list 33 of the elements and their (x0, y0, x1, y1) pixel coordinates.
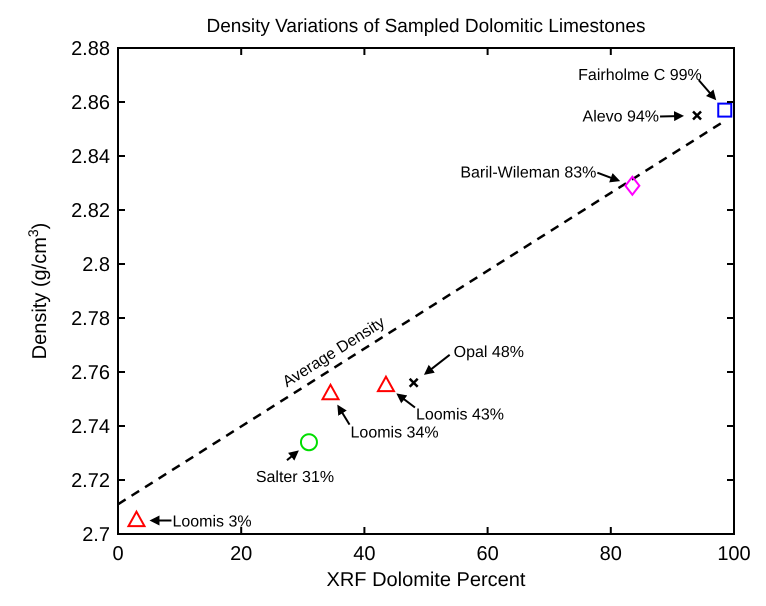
annotation: Opal 48% (454, 344, 524, 361)
y-tick-label: 2.72 (71, 470, 110, 492)
x-tick-label: 80 (600, 543, 622, 565)
x-tick-label: 20 (230, 543, 252, 565)
annotation: Fairholme C 99% (578, 67, 702, 84)
x-axis-title: XRF Dolomite Percent (326, 569, 526, 591)
y-tick-label: 2.78 (71, 308, 110, 330)
point (300, 433, 318, 452)
x-tick-label: 100 (717, 543, 751, 565)
y-tick-label: 2.7 (82, 524, 110, 546)
y-tick-label: 2.8 (82, 254, 110, 276)
x-tick-label: 60 (476, 543, 499, 565)
point (127, 510, 146, 528)
x-tick-label: 40 (353, 543, 376, 565)
y-tick-label: 2.84 (71, 146, 110, 168)
point (624, 176, 640, 196)
annotation: Baril-Wileman 83% (460, 164, 596, 182)
y-tick-label: 2.82 (71, 200, 110, 222)
y-tick-label: 2.88 (71, 38, 110, 60)
point (408, 378, 419, 388)
annotation: Salter 31% (256, 469, 334, 486)
point (717, 102, 732, 118)
point (376, 376, 395, 392)
y-tick-label: 2.74 (71, 416, 110, 438)
x-tick-label: 0 (112, 543, 124, 565)
point (692, 110, 702, 121)
chart-title: Density Variations of Sampled Dolomitic Limestones (206, 16, 646, 37)
y-tick-label: 2.76 (71, 362, 110, 384)
annotation: Loomis 3% (172, 514, 252, 530)
annotation: Loomis 34% (350, 424, 439, 442)
y-tick-label: 2.86 (71, 92, 110, 114)
annotation: Alevo 94% (582, 108, 660, 126)
annotation: Loomis 43% (416, 406, 504, 424)
